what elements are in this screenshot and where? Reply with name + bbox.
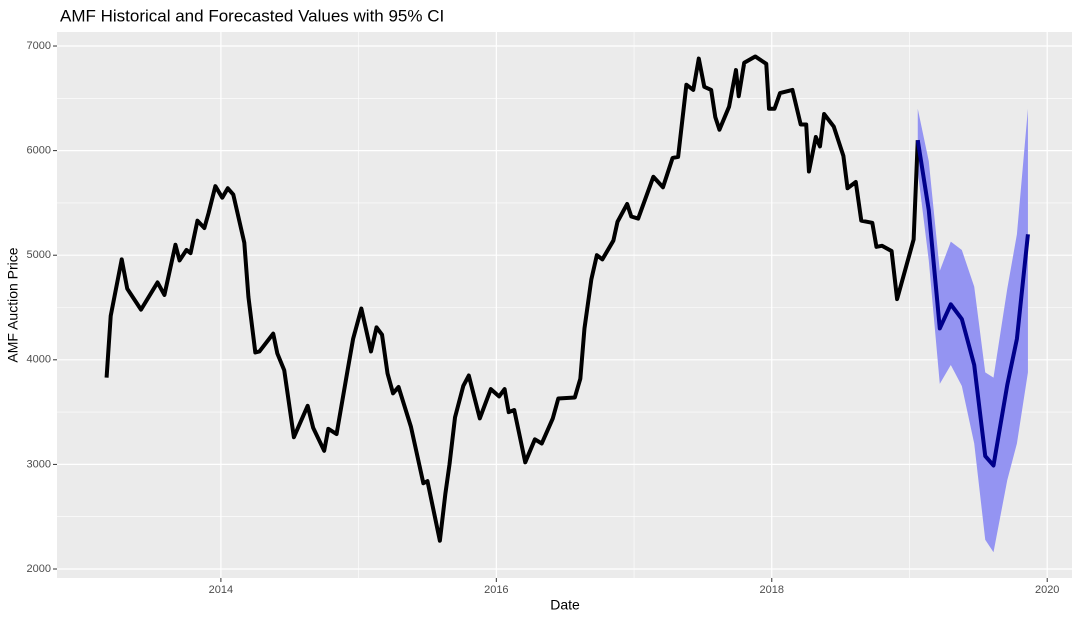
y-tick-label: 5000 xyxy=(27,249,51,261)
x-tick-label: 2020 xyxy=(1035,584,1059,596)
y-tick-label: 2000 xyxy=(27,563,51,575)
data-line xyxy=(104,54,920,543)
grid xyxy=(57,32,1072,578)
marks xyxy=(104,54,1030,553)
y-tick-label: 4000 xyxy=(27,354,51,366)
data-line xyxy=(915,139,1030,468)
chart-title: AMF Historical and Forecasted Values wit… xyxy=(60,6,444,25)
y-tick-label: 3000 xyxy=(27,458,51,470)
x-axis-title: Date xyxy=(550,597,580,613)
axes: 2000 3000 4000 5000 6000 7000 2014 2016 2018 2020 xyxy=(27,40,1060,596)
confidence-band xyxy=(917,108,1028,553)
plot-panel xyxy=(57,32,1072,578)
y-tick-label: 6000 xyxy=(27,145,51,157)
y-axis-title: AMF Auction Price xyxy=(5,247,21,362)
x-tick-label: 2018 xyxy=(760,584,784,596)
y-tick-label: 7000 xyxy=(27,40,51,52)
x-tick-label: 2014 xyxy=(209,584,233,596)
x-tick-label: 2016 xyxy=(484,584,508,596)
